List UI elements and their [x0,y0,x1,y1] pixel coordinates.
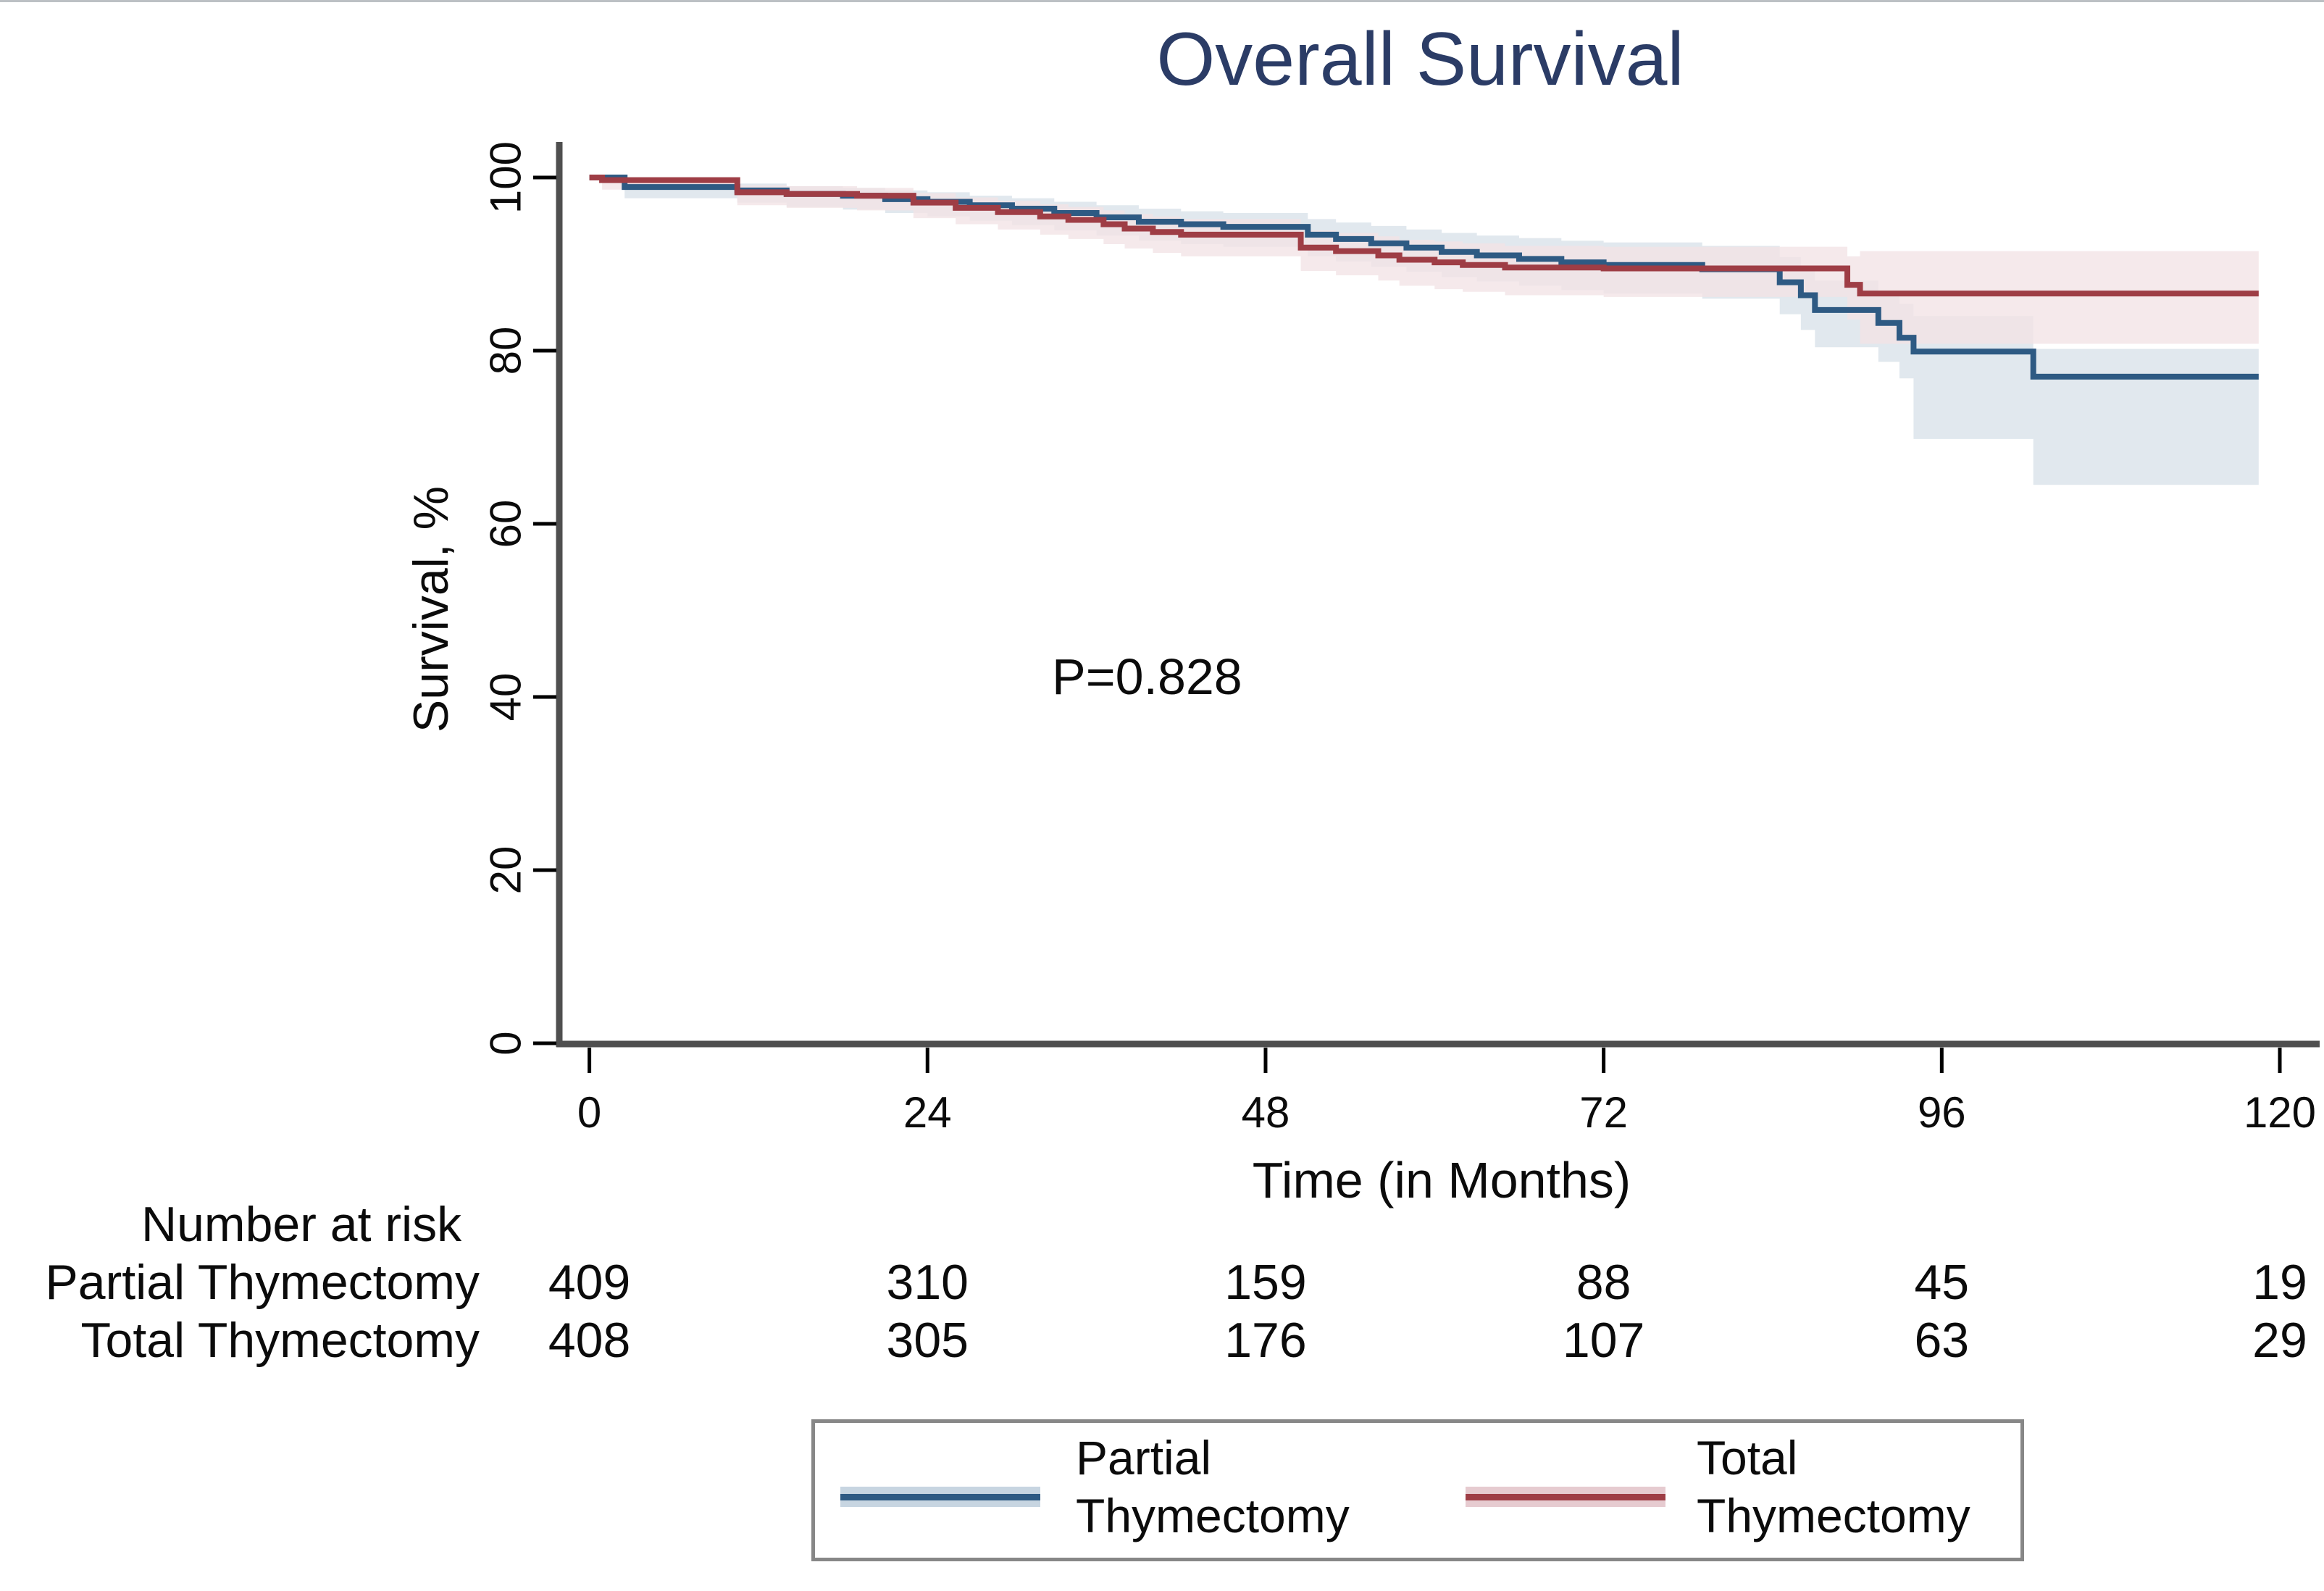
tick-labels-layer: 0 20 40 60 80 100 0 24 48 72 96 120 [482,141,2317,1137]
legend-line-total [1466,1487,1665,1507]
y-tick-label: 20 [482,846,530,895]
risk-number: 107 [1562,1313,1645,1368]
risk-number: 29 [2252,1313,2307,1368]
x-axis-title: Time (in Months) [1253,1152,1631,1208]
legend: Partial Thymectomy Total Thymectomy [811,1419,2024,1561]
x-tick-label: 0 [577,1088,601,1137]
risk-number: 408 [548,1313,631,1368]
y-tick-label: 0 [482,1031,530,1055]
risk-number: 159 [1224,1255,1307,1310]
legend-line-partial [840,1487,1040,1507]
p-value-annotation: P=0.828 [1052,648,1242,705]
risk-number: 305 [886,1313,969,1368]
y-tick-label: 100 [482,141,530,214]
y-tick-label: 80 [482,327,530,375]
x-tick-label: 24 [903,1088,952,1137]
risk-number: 45 [1914,1255,1970,1310]
x-tick-label: 120 [2244,1088,2316,1137]
risk-number: 88 [1576,1255,1631,1310]
km-curve-partial [589,175,2259,380]
legend-label-partial: Partial Thymectomy [1076,1431,1350,1542]
number-at-risk-heading: Number at risk [141,1197,462,1252]
risk-row-label-partial: Partial Thymectomy [45,1255,480,1310]
y-axis-title: Survival, % [404,486,459,732]
x-tick-label: 48 [1242,1088,1290,1137]
legend-line-partial-core [840,1493,1040,1500]
km-curve-total [589,175,2259,297]
y-tick-label: 40 [482,673,530,722]
chart-title: Overall Survival [1156,17,1684,101]
axes-layer [533,142,2320,1073]
risk-number: 409 [548,1255,631,1310]
risk-number: 19 [2252,1255,2307,1310]
y-tick-label: 60 [482,500,530,548]
x-tick-label: 96 [1918,1088,1966,1137]
confidence-bands-layer [589,178,2259,485]
risk-number: 176 [1224,1313,1307,1368]
survival-curves-layer [589,175,2259,380]
x-tick-label: 72 [1579,1088,1628,1137]
legend-label-total: Total Thymectomy [1697,1431,1970,1542]
legend-line-total-core [1466,1493,1665,1500]
risk-row-label-total: Total Thymectomy [80,1313,480,1368]
risk-number: 310 [886,1255,969,1310]
risk-number: 63 [1914,1313,1970,1368]
